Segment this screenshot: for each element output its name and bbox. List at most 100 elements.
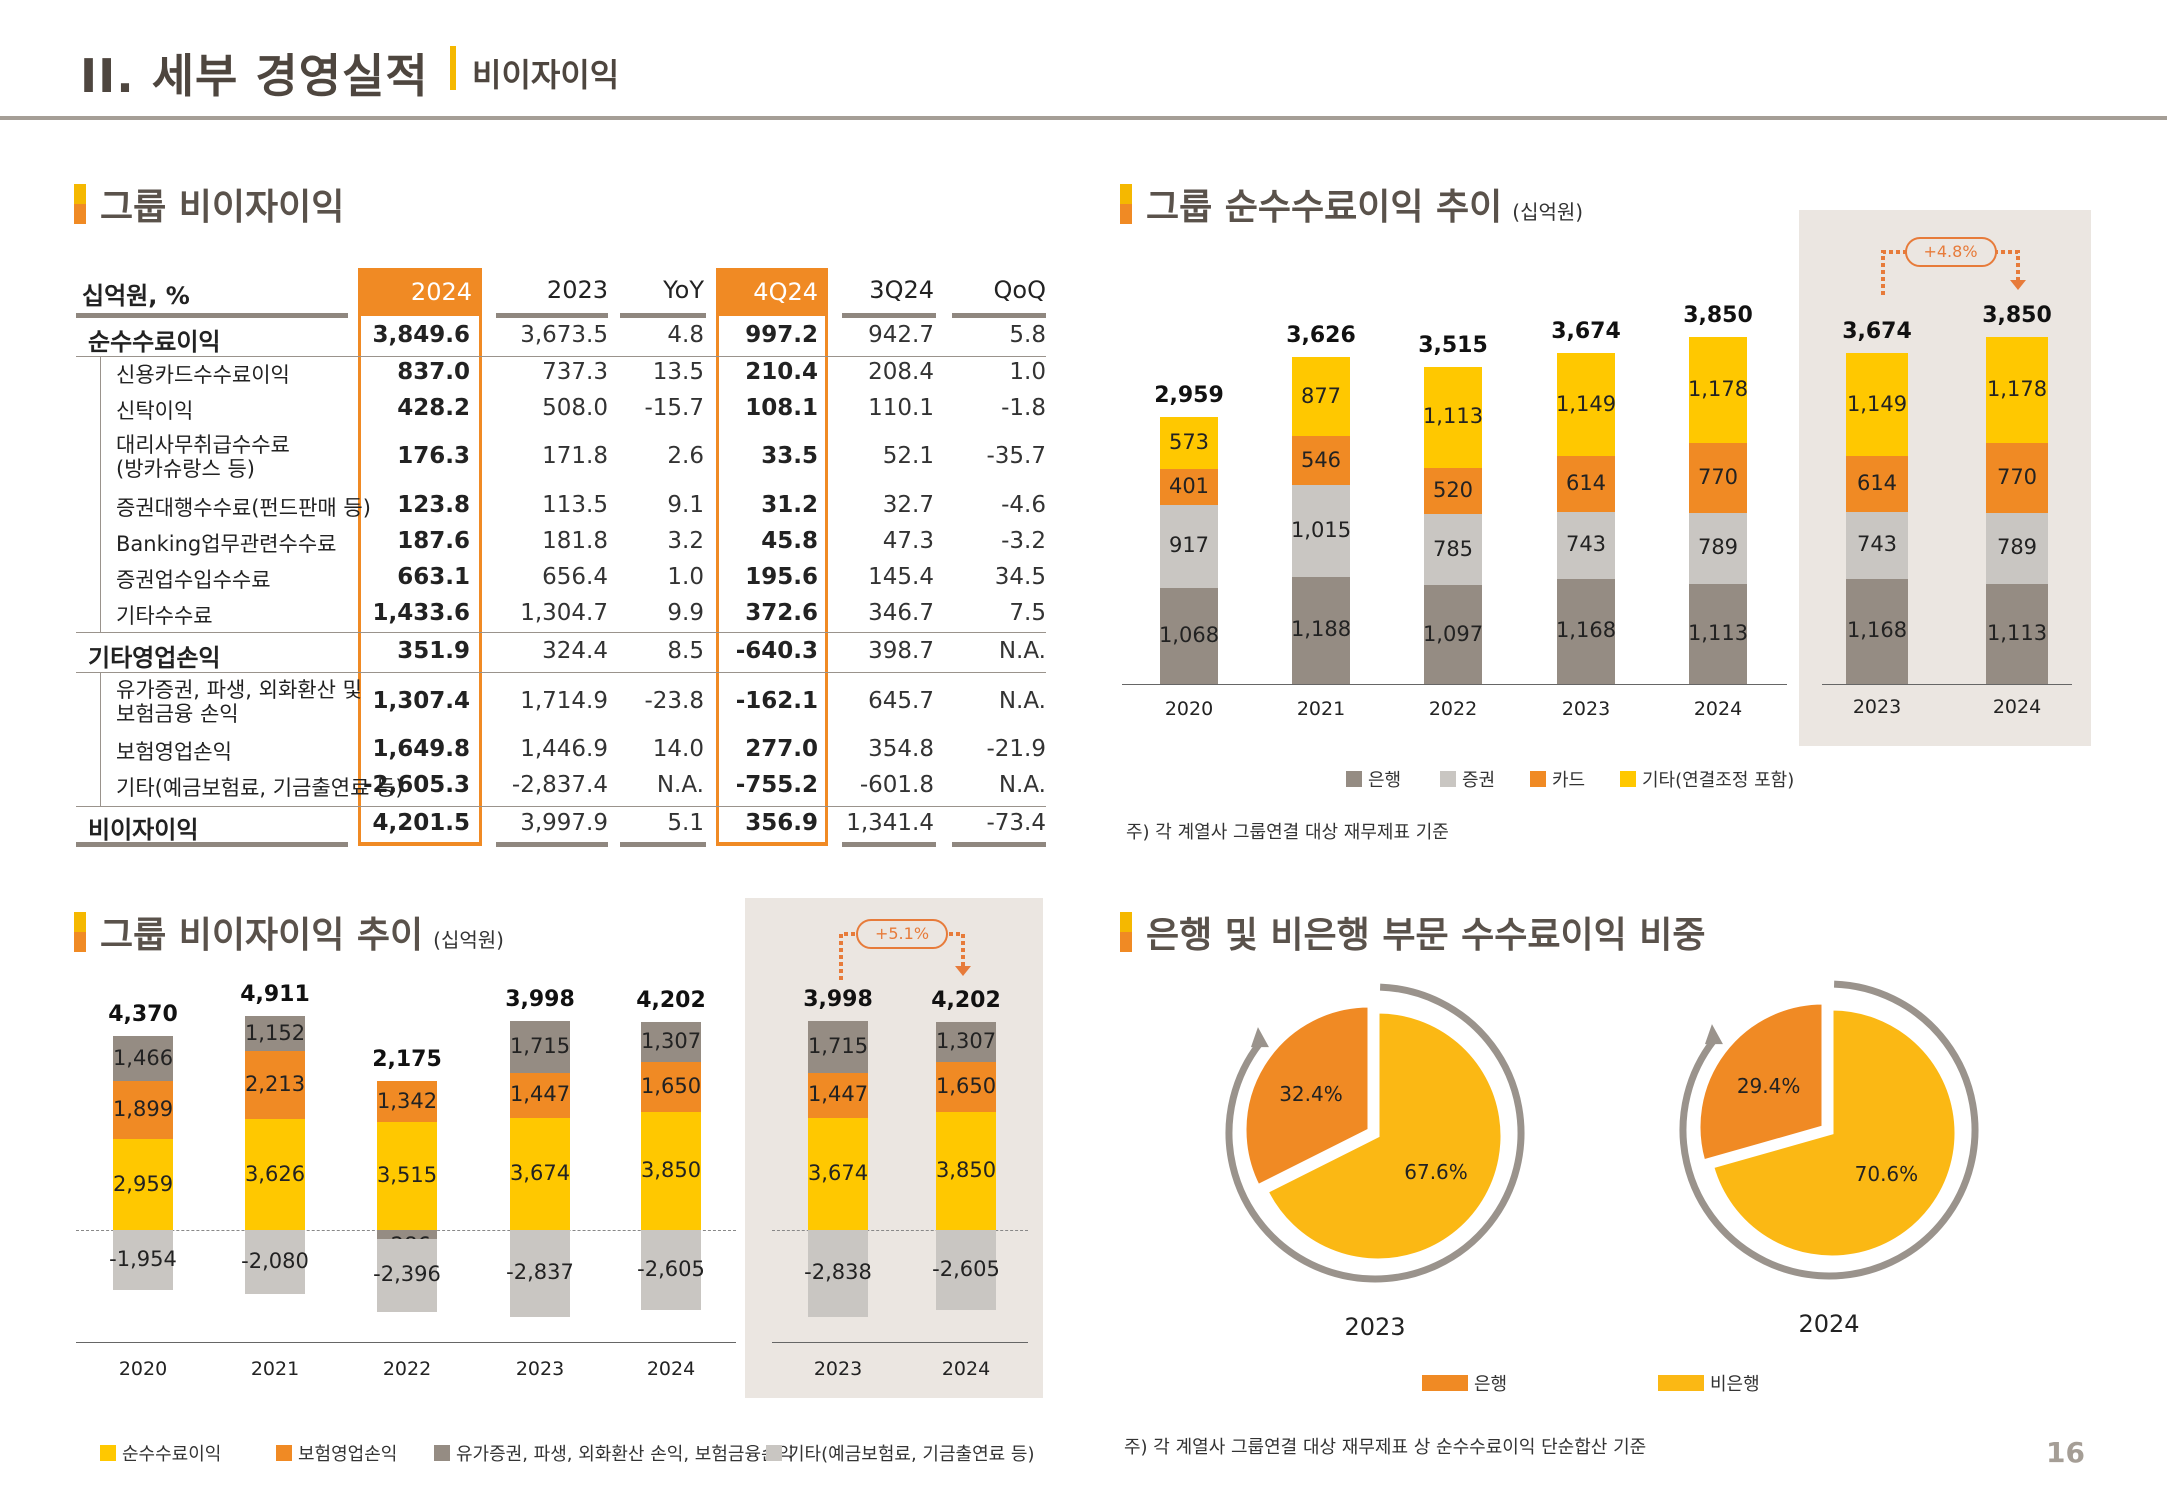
segment-label: -2,838	[804, 1260, 872, 1285]
cell-value: -2,837.4	[511, 772, 608, 798]
total-label: 2,959	[1154, 383, 1224, 409]
header-rule	[0, 116, 2167, 120]
cell-value: 663.1	[397, 564, 470, 590]
bank-nonbank-pie-charts: 32.4% 67.6% 2023 29.4% 70.6% 2024	[1225, 980, 1979, 1341]
segment-label: 770	[1697, 464, 1739, 489]
bar-segment	[808, 1230, 868, 1317]
segment-label: 1,149	[1555, 391, 1617, 416]
legend-item: 유가증권, 파생, 외화환산 손익, 보험금융손익	[434, 1440, 794, 1466]
nonint-chart-unit: (십억원)	[433, 928, 504, 952]
fee-chart-unit: (십억원)	[1512, 200, 1584, 224]
cell-value: 113.5	[542, 492, 608, 518]
bar-segment	[936, 1021, 996, 1062]
segment-label: 520	[1432, 477, 1474, 502]
bar-segment	[1689, 337, 1747, 444]
legend-item: 기타(연결조정 포함)	[1620, 766, 1794, 792]
segment-label: -2,605	[637, 1256, 705, 1281]
cell-value: -3.2	[1001, 528, 1046, 554]
cell-value: 324.4	[542, 638, 608, 664]
row-label: 비이자이익	[88, 816, 199, 844]
highlight-column-2024	[358, 316, 482, 846]
cell-value: 354.8	[868, 736, 934, 762]
year-label: 2024	[1992, 696, 2042, 718]
cell-value: 1,714.9	[520, 688, 608, 714]
cell-value: 3,673.5	[520, 322, 608, 348]
cell-value: -640.3	[735, 638, 818, 664]
cell-value: 208.4	[868, 359, 934, 385]
rotation-arrow-arc	[1225, 983, 1525, 1283]
header-rule	[620, 313, 706, 318]
cell-value: N.A.	[998, 772, 1046, 798]
segment-label: 1,899	[112, 1097, 174, 1122]
legend-item: 증권	[1440, 766, 1495, 792]
cell-value: 1,307.4	[372, 688, 471, 714]
cell-value: 3,849.6	[372, 322, 471, 348]
bar-segment	[641, 1230, 701, 1310]
segment-label: 743	[1565, 532, 1607, 557]
segment-label: 2,959	[112, 1171, 174, 1196]
legend-swatch	[1346, 771, 1362, 787]
bar-segment	[510, 1117, 570, 1230]
segment-label: 917	[1168, 533, 1210, 558]
cell-value: -162.1	[735, 688, 818, 714]
cell-value: 1,433.6	[372, 600, 471, 626]
footer-rule	[496, 842, 608, 847]
segment-label: 1,188	[1290, 617, 1352, 642]
page-number: 16	[2046, 1436, 2085, 1469]
segment-label: 1,152	[244, 1020, 306, 1045]
section-marker-icon	[74, 184, 86, 224]
total-label: 3,998	[505, 986, 575, 1012]
cell-value: 210.4	[745, 359, 818, 385]
growth-badge: +5.1%	[856, 919, 948, 949]
segment-label: 1,715	[509, 1034, 571, 1059]
pie-section-title-text: 은행 및 비은행 부문 수수료이익 비중	[1146, 915, 1706, 956]
segment-label: -2,396	[373, 1262, 441, 1287]
legend-swatch	[1530, 771, 1546, 787]
row-label: 기타(예금보험료, 기금출연료 등)	[116, 776, 404, 800]
year-label: 2024	[1693, 698, 1743, 720]
segment-label: 614	[1565, 471, 1607, 496]
column-header-2024: 2024	[358, 268, 482, 316]
cell-value: -1.8	[1001, 395, 1046, 421]
bar-segment	[510, 1020, 570, 1074]
legend-item: 기타(예금보험료, 기금출연료 등)	[766, 1440, 1035, 1466]
bar-segment	[1557, 352, 1615, 457]
bar-segment	[936, 1061, 996, 1113]
cell-value: 108.1	[745, 395, 818, 421]
cell-value: 7.5	[1009, 600, 1046, 626]
bar-segment	[1424, 467, 1482, 515]
segment-label: 1,447	[509, 1082, 571, 1107]
fee-chart-note: 주) 각 계열사 그룹연결 대상 재무제표 기준	[1126, 822, 1449, 843]
section-marker-icon	[1120, 184, 1132, 224]
bar-segment	[1557, 578, 1615, 684]
cell-value: -23.8	[644, 688, 704, 714]
footer-rule	[842, 842, 936, 847]
row-label: 기타영업손익	[88, 644, 221, 672]
zero-line	[772, 1230, 1028, 1231]
header-rule	[952, 313, 1046, 318]
column-header-qoq: QoQ	[993, 276, 1046, 304]
cell-value: 110.1	[868, 395, 934, 421]
highlight-column-4q24	[716, 316, 828, 846]
column-header-4q24: 4Q24	[716, 268, 828, 316]
cell-value: 351.9	[397, 638, 470, 664]
row-label: Banking업무관련수수료	[116, 532, 337, 556]
arrow-head-icon	[1704, 1024, 1723, 1045]
bar-segment	[1557, 456, 1615, 512]
cell-value: 1.0	[1009, 359, 1046, 385]
legend-label: 비은행	[1710, 1374, 1760, 1395]
pie-year-label: 2024	[1798, 1310, 1859, 1338]
legend-item: 순수수료이익	[100, 1440, 221, 1466]
segment-label: 1,168	[1555, 618, 1617, 643]
pie-slice-bank	[1697, 1001, 1825, 1163]
cell-value: 356.9	[745, 810, 818, 836]
cell-value: -35.7	[986, 443, 1046, 469]
arrow-head-icon	[1250, 1027, 1269, 1048]
total-label: 4,202	[931, 987, 1001, 1013]
bar-segment	[1986, 512, 2048, 584]
total-label: 3,626	[1286, 323, 1356, 349]
bar-segment	[245, 1016, 305, 1052]
bar-segment	[113, 1230, 173, 1290]
cell-value: 656.4	[542, 564, 608, 590]
row-label: 순수수료이익	[88, 328, 221, 356]
